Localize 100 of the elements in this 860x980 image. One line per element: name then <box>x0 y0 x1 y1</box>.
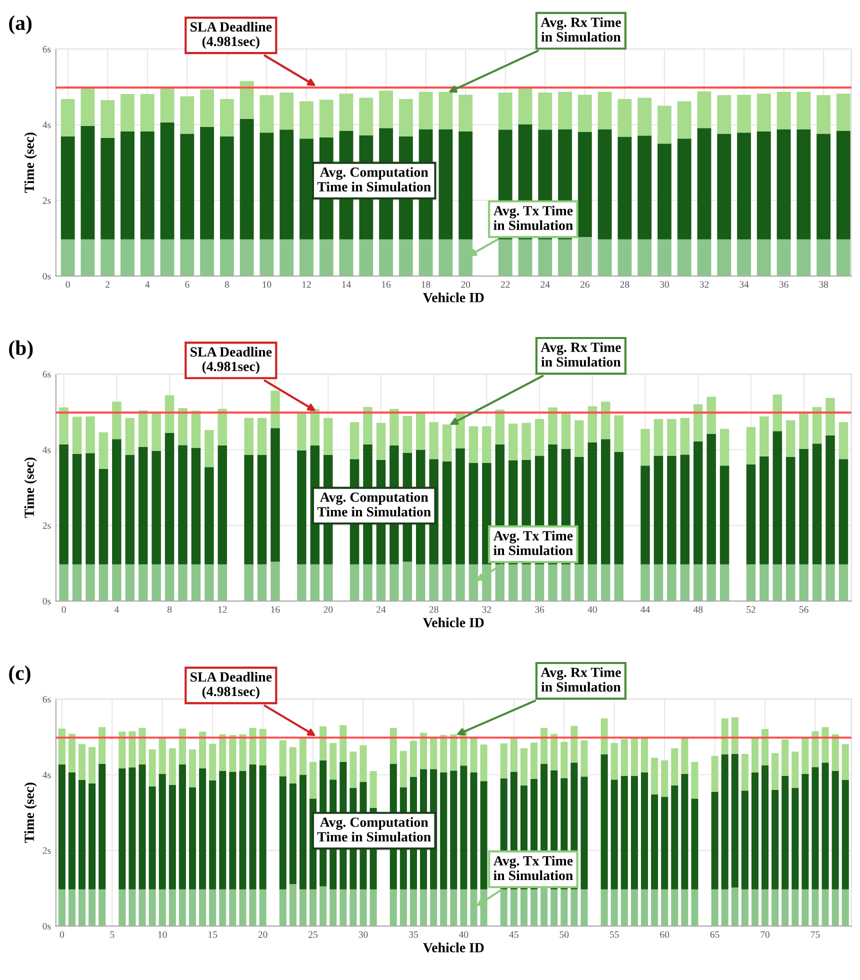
bar <box>640 564 650 602</box>
bar <box>697 128 712 240</box>
series-label: Avg. Computation Time in Simulation <box>317 167 431 192</box>
x-tick-label: 20 <box>324 606 333 613</box>
bar <box>360 745 367 782</box>
bar <box>260 239 274 276</box>
bar <box>323 418 333 456</box>
ref-line-label: SLA Deadline (4.981sec) <box>190 346 272 374</box>
bar <box>152 564 161 602</box>
y-axis-title: Time (sec) <box>24 132 37 193</box>
bar <box>598 239 612 276</box>
bar <box>838 422 848 460</box>
bar <box>691 889 698 926</box>
bar <box>826 398 835 436</box>
bar <box>842 889 849 926</box>
bar <box>200 126 214 240</box>
bar <box>697 239 712 276</box>
bar <box>259 728 266 766</box>
bar <box>520 748 528 786</box>
x-tick-label: 0 <box>60 931 64 938</box>
bar <box>731 717 738 754</box>
bar <box>310 762 317 799</box>
bar <box>580 740 588 777</box>
bar <box>677 101 692 139</box>
bar <box>540 728 548 764</box>
bar <box>792 788 799 890</box>
bar <box>776 129 791 240</box>
bar <box>570 889 578 926</box>
bar <box>299 774 307 890</box>
bar <box>339 239 354 276</box>
bar <box>570 726 578 763</box>
bar <box>522 564 531 602</box>
bar <box>751 736 758 772</box>
bar <box>300 138 314 240</box>
bar <box>756 94 771 132</box>
bar <box>180 134 194 240</box>
bar <box>600 564 610 602</box>
y-tick-label: 2s <box>42 522 51 529</box>
bar <box>249 764 256 890</box>
x-tick-label: 4 <box>114 606 119 613</box>
x-tick-label: 65 <box>710 931 720 938</box>
bar <box>500 889 508 926</box>
bar <box>297 564 306 602</box>
bar <box>350 564 360 602</box>
bar <box>680 454 690 564</box>
bar <box>786 420 796 457</box>
bar <box>720 466 730 564</box>
bar <box>80 86 95 126</box>
bar <box>518 239 532 276</box>
y-tick-label: 2s <box>42 847 51 854</box>
x-tick-label: 32 <box>700 281 709 288</box>
bar <box>558 92 572 130</box>
x-tick-label: 26 <box>580 281 590 288</box>
bar <box>330 889 337 926</box>
bar <box>618 239 632 276</box>
bar <box>651 794 658 890</box>
bar <box>654 456 664 564</box>
bar <box>125 564 135 602</box>
bar <box>370 770 377 808</box>
bar <box>320 886 327 926</box>
bar <box>259 765 266 890</box>
bar <box>112 564 122 602</box>
bar <box>359 98 374 136</box>
bar <box>199 768 206 890</box>
bar <box>297 413 306 450</box>
bar <box>812 444 822 564</box>
bar <box>638 98 652 136</box>
x-axis-title: Vehicle ID <box>423 618 484 628</box>
x-axis-title: Vehicle ID <box>423 942 484 952</box>
bar <box>574 564 584 602</box>
bar <box>188 889 196 926</box>
bar <box>812 889 819 926</box>
x-tick-label: 52 <box>746 606 756 613</box>
bar <box>138 889 146 926</box>
bar <box>760 456 769 564</box>
bar <box>118 889 126 926</box>
bar <box>802 738 809 774</box>
bar <box>657 144 672 240</box>
bar <box>158 738 166 774</box>
x-tick-label: 15 <box>208 931 218 938</box>
bar <box>721 889 728 926</box>
bar <box>249 889 256 926</box>
bar <box>772 790 779 890</box>
bar <box>138 564 148 602</box>
bar <box>80 239 95 276</box>
bar <box>244 564 254 602</box>
x-tick-label: 56 <box>800 606 808 613</box>
bar <box>640 428 650 466</box>
bar <box>838 459 848 564</box>
bar <box>618 98 632 137</box>
bar <box>614 564 624 602</box>
bar <box>671 748 678 786</box>
bar <box>638 136 652 240</box>
x-tick-label: 20 <box>461 281 470 288</box>
bar <box>289 783 296 884</box>
bar <box>822 727 829 763</box>
bar <box>574 420 584 457</box>
bar <box>199 732 206 768</box>
bar <box>630 889 638 926</box>
bar <box>681 774 688 890</box>
